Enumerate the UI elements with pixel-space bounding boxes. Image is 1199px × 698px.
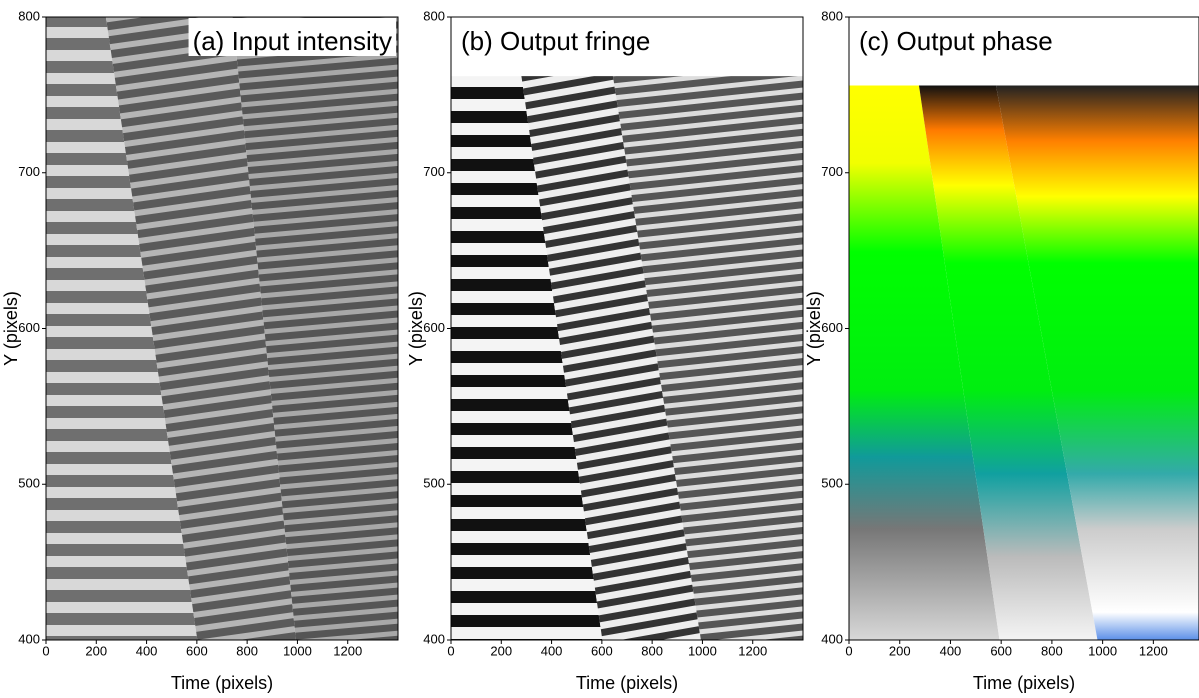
- panel-title: (a) Input intensity: [193, 26, 392, 56]
- x-tick-label: 400: [541, 643, 563, 658]
- image-region: [919, 85, 1098, 640]
- image: [849, 85, 1199, 640]
- y-tick-label: 700: [18, 164, 40, 179]
- x-axis-label: Time (pixels): [171, 673, 273, 693]
- y-axis-label: Y (pixels): [804, 291, 824, 366]
- x-tick-label: 600: [591, 643, 613, 658]
- image-region: [849, 85, 1000, 640]
- x-tick-label: 1200: [1139, 643, 1168, 658]
- x-axis-label: Time (pixels): [576, 673, 678, 693]
- image-region: [612, 76, 803, 640]
- x-tick-label: 200: [889, 643, 911, 658]
- y-tick-label: 600: [821, 320, 843, 335]
- x-tick-label: 0: [447, 643, 454, 658]
- x-tick-label: 800: [236, 643, 258, 658]
- panel-title: (c) Output phase: [859, 26, 1053, 56]
- y-tick-label: 500: [18, 476, 40, 491]
- x-tick-label: 1200: [738, 643, 767, 658]
- panel-title: (b) Output fringe: [461, 26, 650, 56]
- y-axis-label: Y (pixels): [1, 291, 21, 366]
- image-region: [232, 17, 398, 640]
- x-tick-label: 1200: [333, 643, 362, 658]
- y-tick-label: 500: [423, 476, 445, 491]
- x-tick-label: 1000: [283, 643, 312, 658]
- image-region: [521, 76, 701, 640]
- image-region: [46, 17, 198, 640]
- title-background: [188, 18, 396, 56]
- image-region: [996, 85, 1199, 640]
- y-tick-label: 700: [821, 164, 843, 179]
- x-tick-label: 600: [990, 643, 1012, 658]
- x-tick-label: 400: [136, 643, 158, 658]
- title-background: [855, 18, 1057, 56]
- x-tick-label: 800: [641, 643, 663, 658]
- y-tick-label: 600: [423, 320, 445, 335]
- x-tick-label: 400: [940, 643, 962, 658]
- x-axis-label: Time (pixels): [973, 673, 1075, 693]
- y-tick-label: 400: [18, 631, 40, 646]
- y-tick-label: 700: [423, 164, 445, 179]
- x-tick-label: 800: [1041, 643, 1063, 658]
- y-tick-label: 400: [423, 631, 445, 646]
- image-region: [451, 76, 603, 640]
- y-tick-label: 800: [423, 8, 445, 23]
- x-tick-label: 600: [186, 643, 208, 658]
- image: [46, 17, 398, 640]
- x-tick-label: 1000: [688, 643, 717, 658]
- x-tick-label: 200: [490, 643, 512, 658]
- title-background: [457, 18, 655, 56]
- x-tick-label: 1000: [1088, 643, 1117, 658]
- y-tick-label: 600: [18, 320, 40, 335]
- y-axis-label: Y (pixels): [406, 291, 426, 366]
- x-tick-label: 0: [42, 643, 49, 658]
- image-region: [105, 17, 296, 640]
- y-tick-label: 400: [821, 631, 843, 646]
- y-tick-label: 800: [18, 8, 40, 23]
- y-tick-label: 800: [821, 8, 843, 23]
- x-tick-label: 200: [85, 643, 107, 658]
- y-tick-label: 500: [821, 476, 843, 491]
- image: [451, 76, 803, 640]
- x-tick-label: 0: [845, 643, 852, 658]
